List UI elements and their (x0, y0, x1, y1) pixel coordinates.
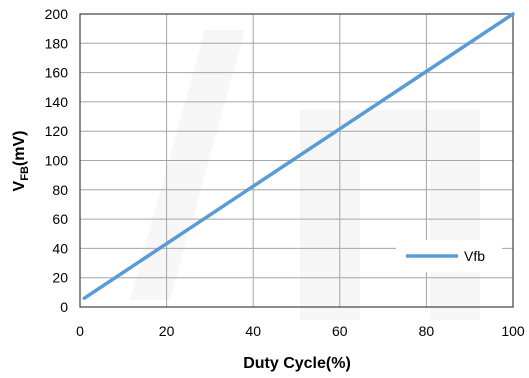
x-tick-label: 20 (159, 323, 175, 339)
x-tick-label: 100 (501, 323, 525, 339)
series-layer (82, 12, 515, 300)
x-tick-label: 60 (332, 323, 348, 339)
y-tick-label: 0 (60, 299, 68, 315)
series-line-vfb (82, 12, 515, 300)
legend: Vfb (396, 240, 502, 272)
y-tick-label: 40 (52, 240, 68, 256)
watermark-logo (130, 30, 480, 320)
plot-area-border (79, 13, 514, 308)
y-tick-label: 200 (45, 6, 69, 22)
y-tick-labels: 0 20 40 60 80 100 120 140 160 180 200 (45, 6, 69, 315)
y-tick-label: 80 (52, 182, 68, 198)
x-tick-label: 40 (245, 323, 261, 339)
y-tick-label: 60 (52, 211, 68, 227)
y-tick-label: 160 (45, 65, 69, 81)
y-tick-label: 120 (45, 123, 69, 139)
x-axis-title: Duty Cycle(%) (243, 355, 351, 372)
y-axis-title: VFB(mV) (11, 131, 31, 192)
x-tick-label: 0 (76, 323, 84, 339)
legend-label-vfb: Vfb (464, 248, 485, 264)
x-tick-label: 80 (419, 323, 435, 339)
y-tick-label: 100 (45, 153, 69, 169)
y-tick-label: 20 (52, 270, 68, 286)
y-tick-label: 180 (45, 35, 69, 51)
x-tick-labels: 0 20 40 60 80 100 (76, 323, 525, 339)
y-tick-label: 140 (45, 94, 69, 110)
